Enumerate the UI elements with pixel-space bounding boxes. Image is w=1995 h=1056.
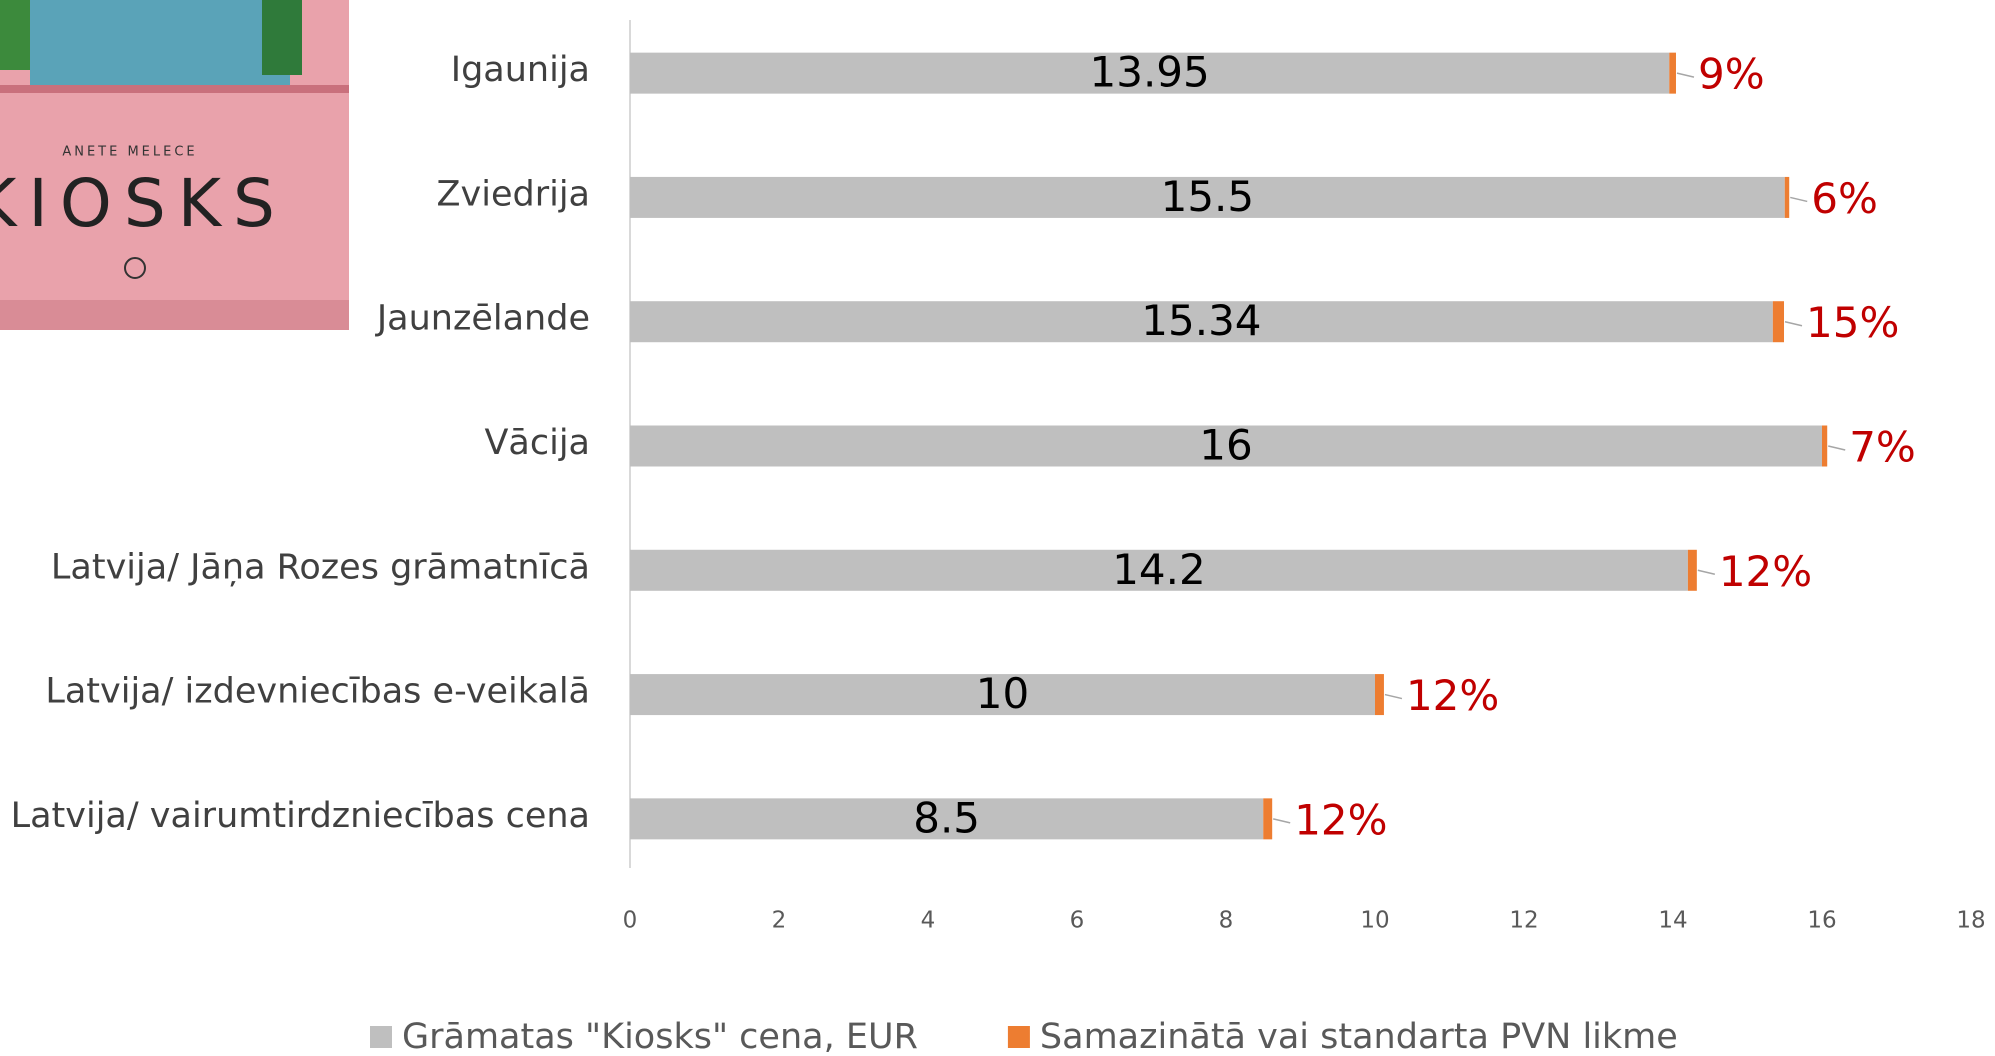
value-label: 9% <box>1698 50 1765 99</box>
x-tick-label: 18 <box>1956 908 1985 934</box>
category-label: Latvija/ izdevniecības e-veikalā <box>45 672 590 712</box>
leader-line <box>1784 320 1803 327</box>
leader-line <box>1697 569 1716 576</box>
bar-segment <box>630 52 1670 94</box>
bar-segment <box>630 301 1773 343</box>
category-label: Zviedrija <box>437 174 590 214</box>
cover-plants <box>262 0 302 75</box>
value-label: 12% <box>1406 671 1499 720</box>
value-label: 15.5 <box>1161 172 1255 221</box>
leader-line <box>1790 196 1808 203</box>
bar-segment <box>1375 674 1384 716</box>
value-label: 15.34 <box>1141 296 1261 345</box>
x-tick-label: 14 <box>1658 908 1687 934</box>
bar-segment <box>630 425 1822 467</box>
bar-segment <box>630 674 1375 716</box>
value-label: 12% <box>1719 547 1812 596</box>
cover-base <box>0 300 349 330</box>
legend-swatch <box>370 1026 392 1048</box>
leader-line <box>1676 72 1695 78</box>
legend-swatch <box>1007 1026 1030 1048</box>
x-tick-label: 4 <box>921 908 936 934</box>
value-label: 8.5 <box>913 793 980 842</box>
value-label: 16 <box>1199 421 1252 470</box>
bar-segment <box>630 798 1264 840</box>
bar-segment <box>1687 549 1697 591</box>
legend-label: Grāmatas "Kiosks" cena, EUR <box>402 1017 918 1052</box>
bar-segment <box>1822 425 1828 467</box>
x-tick-label: 12 <box>1509 908 1538 934</box>
cover-plants <box>0 0 30 70</box>
x-tick-label: 16 <box>1807 908 1836 934</box>
book-cover: ANETE MELECE KIOSKS <box>0 0 349 330</box>
x-tick-label: 2 <box>772 908 787 934</box>
value-label: 13.95 <box>1090 48 1210 97</box>
bar-segment <box>1784 176 1790 218</box>
category-label: Latvija/ vairumtirdzniecības cena <box>11 796 590 836</box>
leader-line <box>1828 445 1846 451</box>
category-label: Jaunzēlande <box>375 299 590 339</box>
value-label: 15% <box>1806 298 1899 347</box>
bar-segment <box>1772 301 1785 343</box>
bar-segment <box>1263 798 1273 840</box>
value-label: 12% <box>1294 795 1387 844</box>
cover-author: ANETE MELECE <box>62 145 197 160</box>
bar-segment <box>1669 52 1676 94</box>
value-label: 10 <box>976 669 1029 718</box>
cover-window <box>30 0 290 85</box>
bar-segment <box>630 176 1785 218</box>
x-tick-label: 8 <box>1219 908 1234 934</box>
cover-title: KIOSKS <box>0 165 287 242</box>
value-label: 14.2 <box>1112 545 1206 594</box>
cover-logo <box>124 257 146 279</box>
leader-line <box>1273 818 1291 824</box>
category-label: Vācija <box>484 423 590 463</box>
x-tick-label: 0 <box>623 908 638 934</box>
bar-segment <box>630 549 1688 591</box>
legend-label: Samazinātā vai standarta PVN likme <box>1040 1017 1678 1052</box>
value-label: 6% <box>1811 174 1878 223</box>
value-label: 7% <box>1849 423 1916 472</box>
x-tick-label: 6 <box>1070 908 1085 934</box>
category-label: Latvija/ Jāņa Rozes grāmatnīcā <box>51 547 590 587</box>
cover-ledge <box>0 85 349 93</box>
category-label: Igaunija <box>451 50 590 90</box>
x-tick-label: 10 <box>1360 908 1389 934</box>
leader-line <box>1384 693 1403 700</box>
